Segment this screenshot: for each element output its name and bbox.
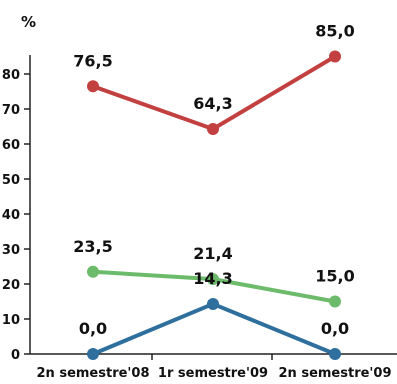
data-label: 14,3 [193,269,232,288]
y-unit-label: % [21,13,36,31]
data-label: 23,5 [73,237,112,256]
data-point [87,348,99,360]
data-point [329,50,341,63]
data-label: 21,4 [193,244,232,263]
data-point [87,265,99,278]
y-tick-label: 50 [2,173,20,188]
y-tick-label: 40 [2,208,20,223]
data-point [329,348,341,360]
series-line [91,54,337,131]
x-tick-label: 2n semestre'08 [37,366,150,381]
y-tick-label: 20 [2,278,20,293]
x-tick-label: 1r semestre'09 [158,366,268,381]
data-label: 15,0 [315,267,354,286]
y-tick-label: 30 [2,243,20,258]
data-point [329,295,341,308]
y-tick-label: 70 [2,103,20,118]
data-point [207,273,219,286]
data-label: 64,3 [193,94,232,113]
data-point [207,122,219,135]
y-tick-label: 10 [2,313,20,328]
data-point [207,297,219,310]
data-point [87,80,99,93]
y-tick-label: 60 [2,138,20,153]
data-label: 76,5 [73,51,112,70]
y-tick-label: 0 [11,348,20,363]
data-label: 0,0 [321,319,349,338]
y-tick-label: 80 [2,68,20,83]
data-label: 85,0 [315,22,354,41]
data-label: 0,0 [79,319,107,338]
x-tick-label: 2n semestre'09 [279,366,392,381]
series-line [91,301,337,356]
